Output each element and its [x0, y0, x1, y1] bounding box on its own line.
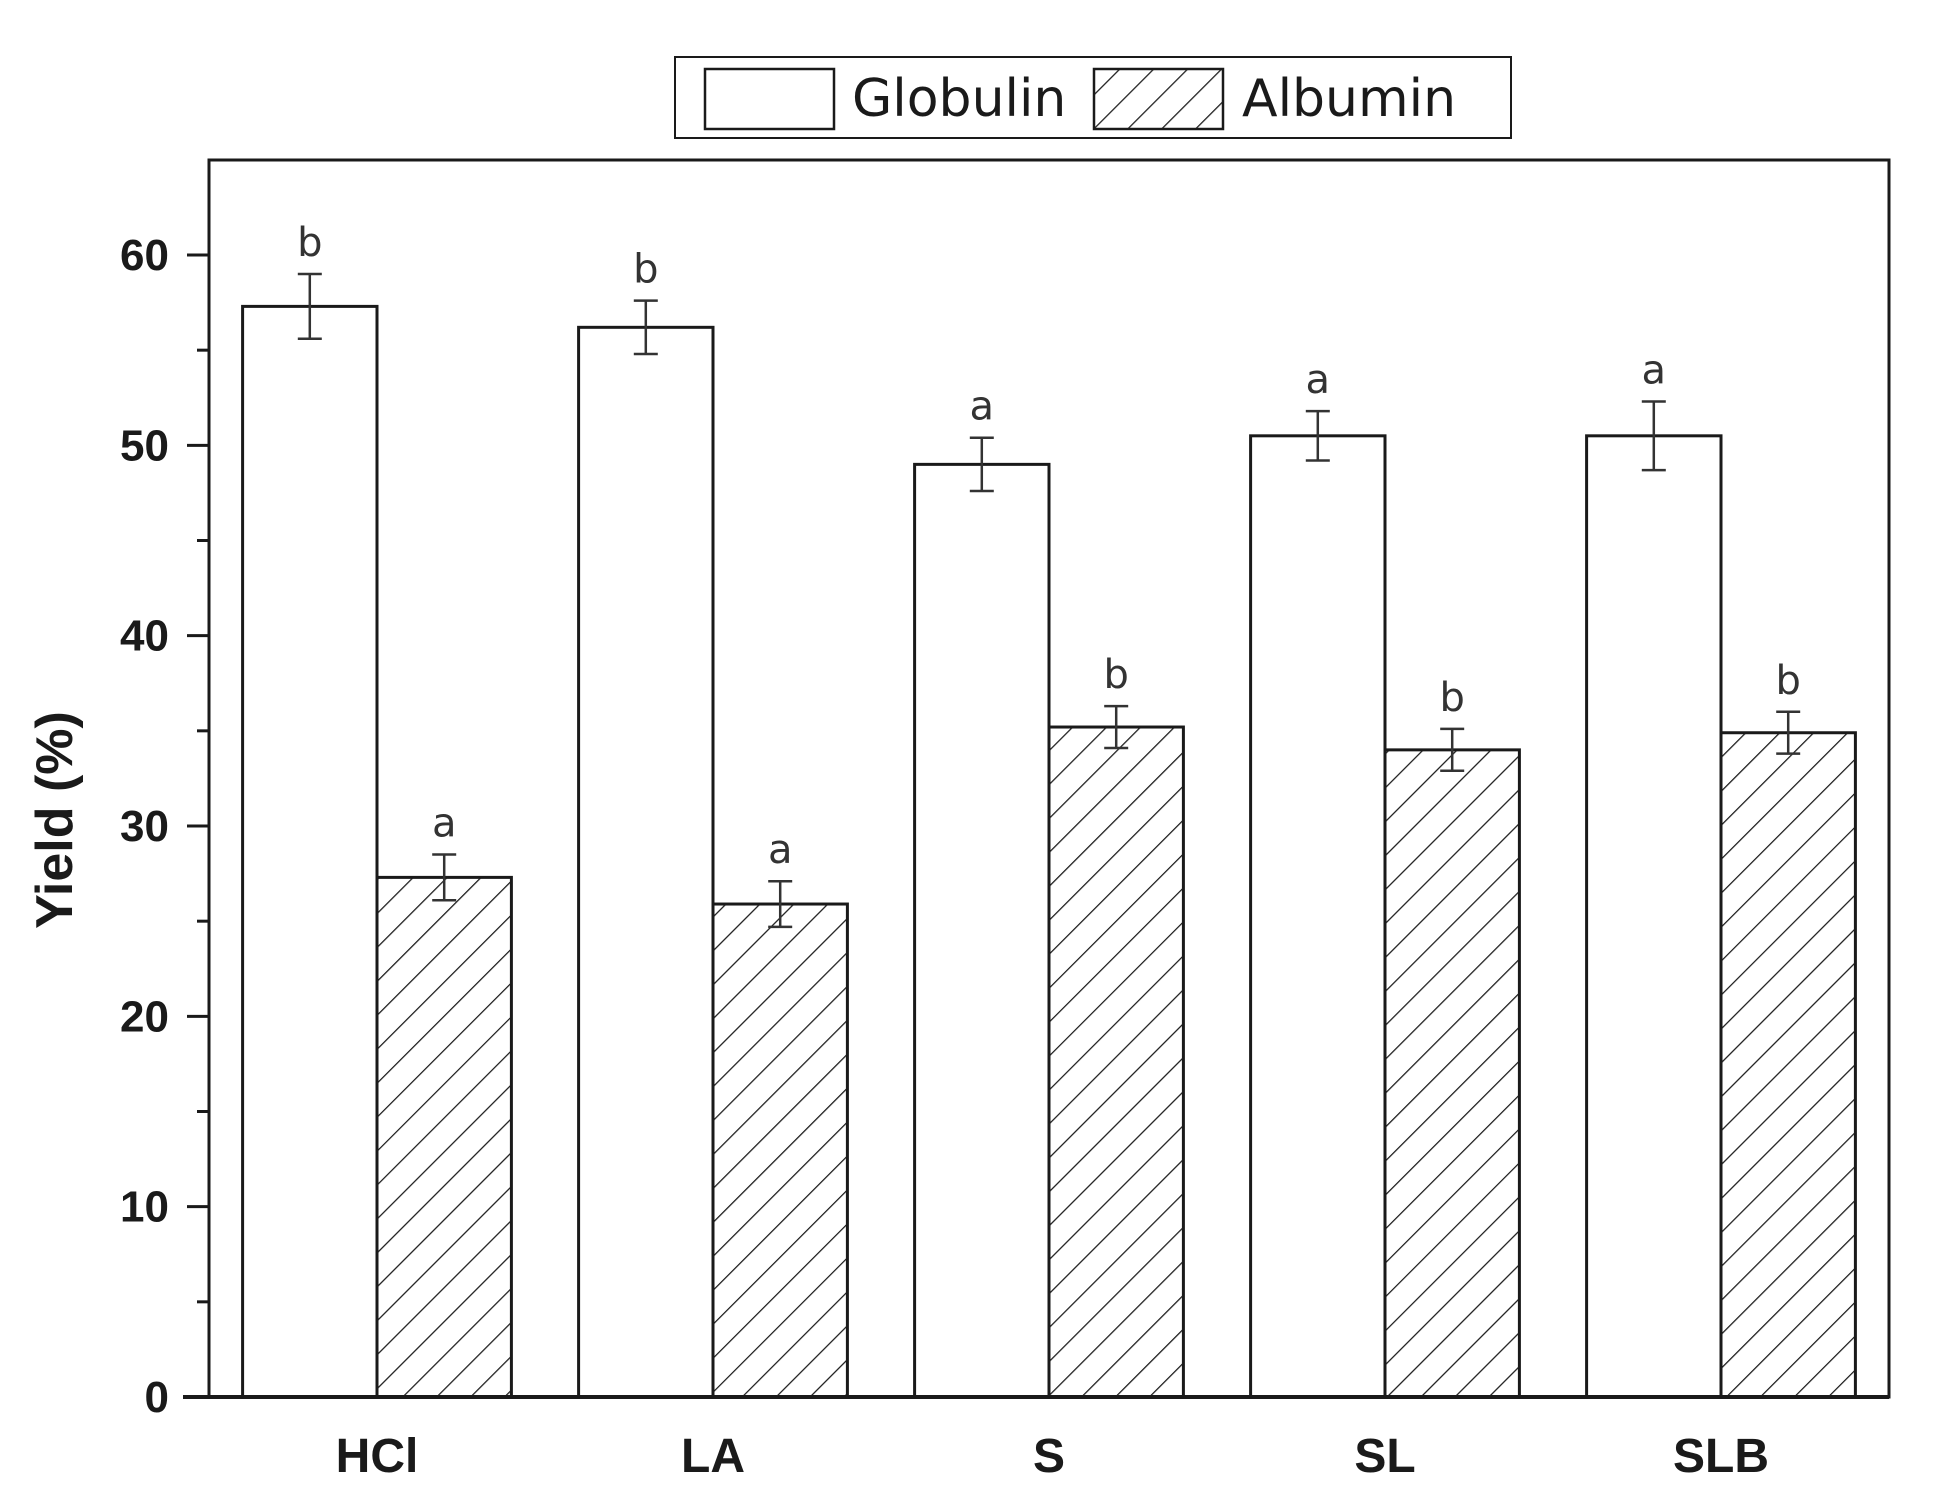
legend-label-globulin: Globulin — [852, 69, 1066, 129]
bar-globulin — [913, 462, 1051, 1399]
bar-globulin — [1249, 434, 1387, 1399]
x-category-label: SL — [1354, 1430, 1415, 1483]
y-tick-label: 20 — [120, 992, 169, 1041]
significance-letter: b — [297, 220, 322, 266]
significance-letter: b — [633, 247, 658, 293]
legend: Globulin Albumin — [674, 56, 1512, 139]
y-tick-label: 0 — [145, 1373, 169, 1422]
legend-swatch-albumin — [1092, 67, 1225, 131]
bar-albumin — [1719, 731, 1857, 1399]
bars: b a b a a b a b a b — [241, 220, 1857, 1399]
significance-letter: a — [432, 801, 457, 847]
x-axis-labels: HCl LA S SL SLB — [336, 1430, 1769, 1483]
bar-albumin — [1047, 725, 1185, 1399]
x-category-label: S — [1033, 1430, 1065, 1483]
legend-label-albumin: Albumin — [1242, 69, 1456, 129]
bar-globulin — [1585, 434, 1723, 1399]
bar-albumin — [1383, 748, 1521, 1399]
y-tick-label: 40 — [120, 612, 169, 661]
y-tick-label: 50 — [120, 421, 169, 470]
bar-globulin — [241, 304, 379, 1399]
significance-letter: b — [1776, 658, 1801, 704]
bar-albumin — [375, 875, 513, 1399]
significance-letter: b — [1104, 652, 1129, 698]
x-category-label: LA — [681, 1430, 745, 1483]
y-tick-label: 10 — [120, 1183, 169, 1232]
bar-albumin — [711, 902, 849, 1399]
x-category-label: HCl — [336, 1430, 419, 1483]
significance-letter: a — [1642, 348, 1667, 394]
y-tick-label: 30 — [120, 802, 169, 851]
x-category-label: SLB — [1673, 1430, 1769, 1483]
y-axis-title: Yield (%) — [26, 711, 84, 929]
y-axis-ticks: 0 10 20 30 40 50 60 — [120, 231, 209, 1422]
significance-letter: a — [970, 384, 995, 430]
y-tick-label: 60 — [120, 231, 169, 280]
significance-letter: a — [1306, 357, 1331, 403]
bar-globulin — [577, 325, 715, 1399]
significance-letter: b — [1440, 675, 1465, 721]
significance-letter: a — [768, 827, 793, 873]
legend-swatch-globulin — [703, 67, 836, 131]
